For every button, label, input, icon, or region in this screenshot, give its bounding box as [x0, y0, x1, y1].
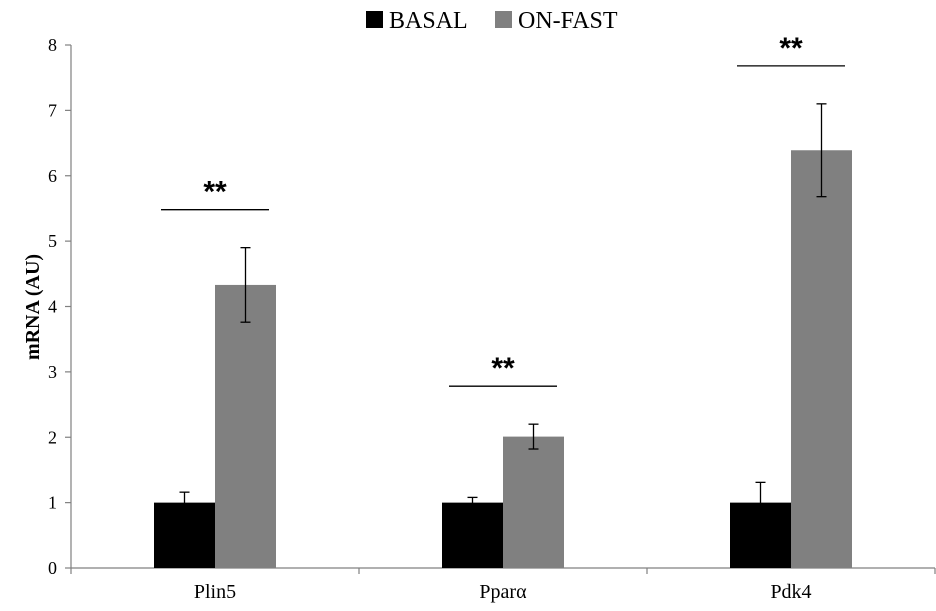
y-axis-title: mRNA (AU) [22, 254, 44, 360]
category-labels: Plin5 Pparα Pdk4 [194, 581, 812, 603]
legend: BASAL ON-FAST [366, 8, 618, 34]
significance-label: ** [779, 32, 803, 65]
y-tick-label: 0 [48, 558, 57, 578]
x-category-label: Plin5 [194, 581, 236, 603]
significance-label: ** [491, 352, 515, 385]
y-tick-label: 1 [48, 493, 57, 513]
x-category-label: Pparα [479, 581, 527, 603]
error-bars [179, 103, 827, 524]
legend-swatch-basal [366, 11, 383, 28]
legend-label-on-fast: ON-FAST [518, 8, 618, 34]
y-tick-label: 2 [48, 427, 57, 447]
y-ticks: 0 1 2 3 4 5 6 7 8 [48, 35, 71, 578]
x-ticks [70, 568, 936, 574]
y-tick-label: 6 [48, 166, 57, 186]
y-tick-label: 7 [48, 100, 57, 120]
bar-basal [442, 502, 503, 568]
bar-on-fast [791, 150, 852, 568]
x-category-label: Pdk4 [770, 581, 811, 603]
legend-label-basal: BASAL [389, 8, 468, 34]
y-tick-label: 4 [48, 297, 57, 317]
y-tick-label: 5 [48, 231, 57, 251]
significance-label: ** [203, 176, 227, 209]
y-tick-label: 3 [48, 362, 57, 382]
bar-on-fast [215, 284, 276, 568]
legend-swatch-on-fast [495, 11, 512, 28]
significance-markers: ** ** ** [161, 32, 845, 387]
bar-on-fast [503, 436, 564, 568]
bars [154, 150, 852, 568]
y-tick-label: 8 [48, 35, 57, 55]
